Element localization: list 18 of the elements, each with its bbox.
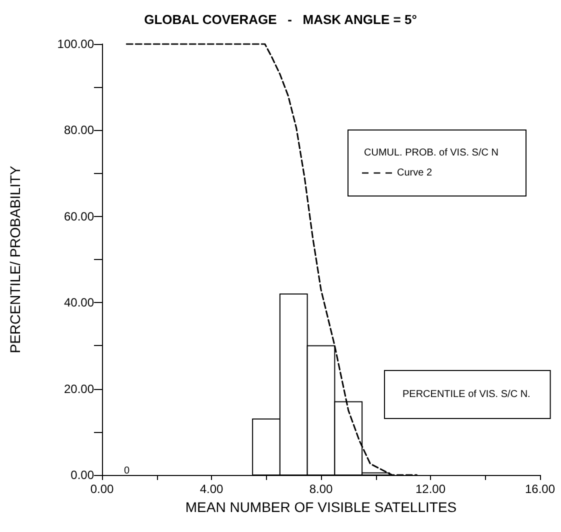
legend-label: Curve 2: [397, 168, 432, 178]
x-tick-label: 16.00: [524, 482, 556, 496]
x-axis-title: MEAN NUMBER OF VISIBLE SATELLITES: [185, 498, 457, 515]
legend-title: CUMUL. PROB. of VIS. S/C N: [364, 148, 498, 158]
y-tick-label: 20.00: [64, 382, 94, 396]
chart-title: GLOBAL COVERAGE - MASK ANGLE = 5°: [144, 12, 417, 27]
y-tick-label: 100.00: [57, 37, 94, 51]
y-axis-title: PERCENTILE/ PROBABILITY: [7, 165, 23, 354]
y-tick-label: 40.00: [64, 296, 94, 310]
x-tick-label: 0.00: [90, 482, 114, 496]
annotation: 0: [124, 466, 130, 476]
y-tick-label: 80.00: [64, 123, 94, 138]
y-tick-label: 0.00: [70, 468, 94, 482]
x-tick-label: 8.00: [309, 482, 333, 496]
annotation: PERCENTILE of VIS. S/C N.: [402, 389, 530, 400]
x-tick-label: 4.00: [200, 482, 224, 496]
x-tick-label: 12.00: [415, 482, 446, 496]
y-tick-label: 60.00: [64, 209, 94, 224]
